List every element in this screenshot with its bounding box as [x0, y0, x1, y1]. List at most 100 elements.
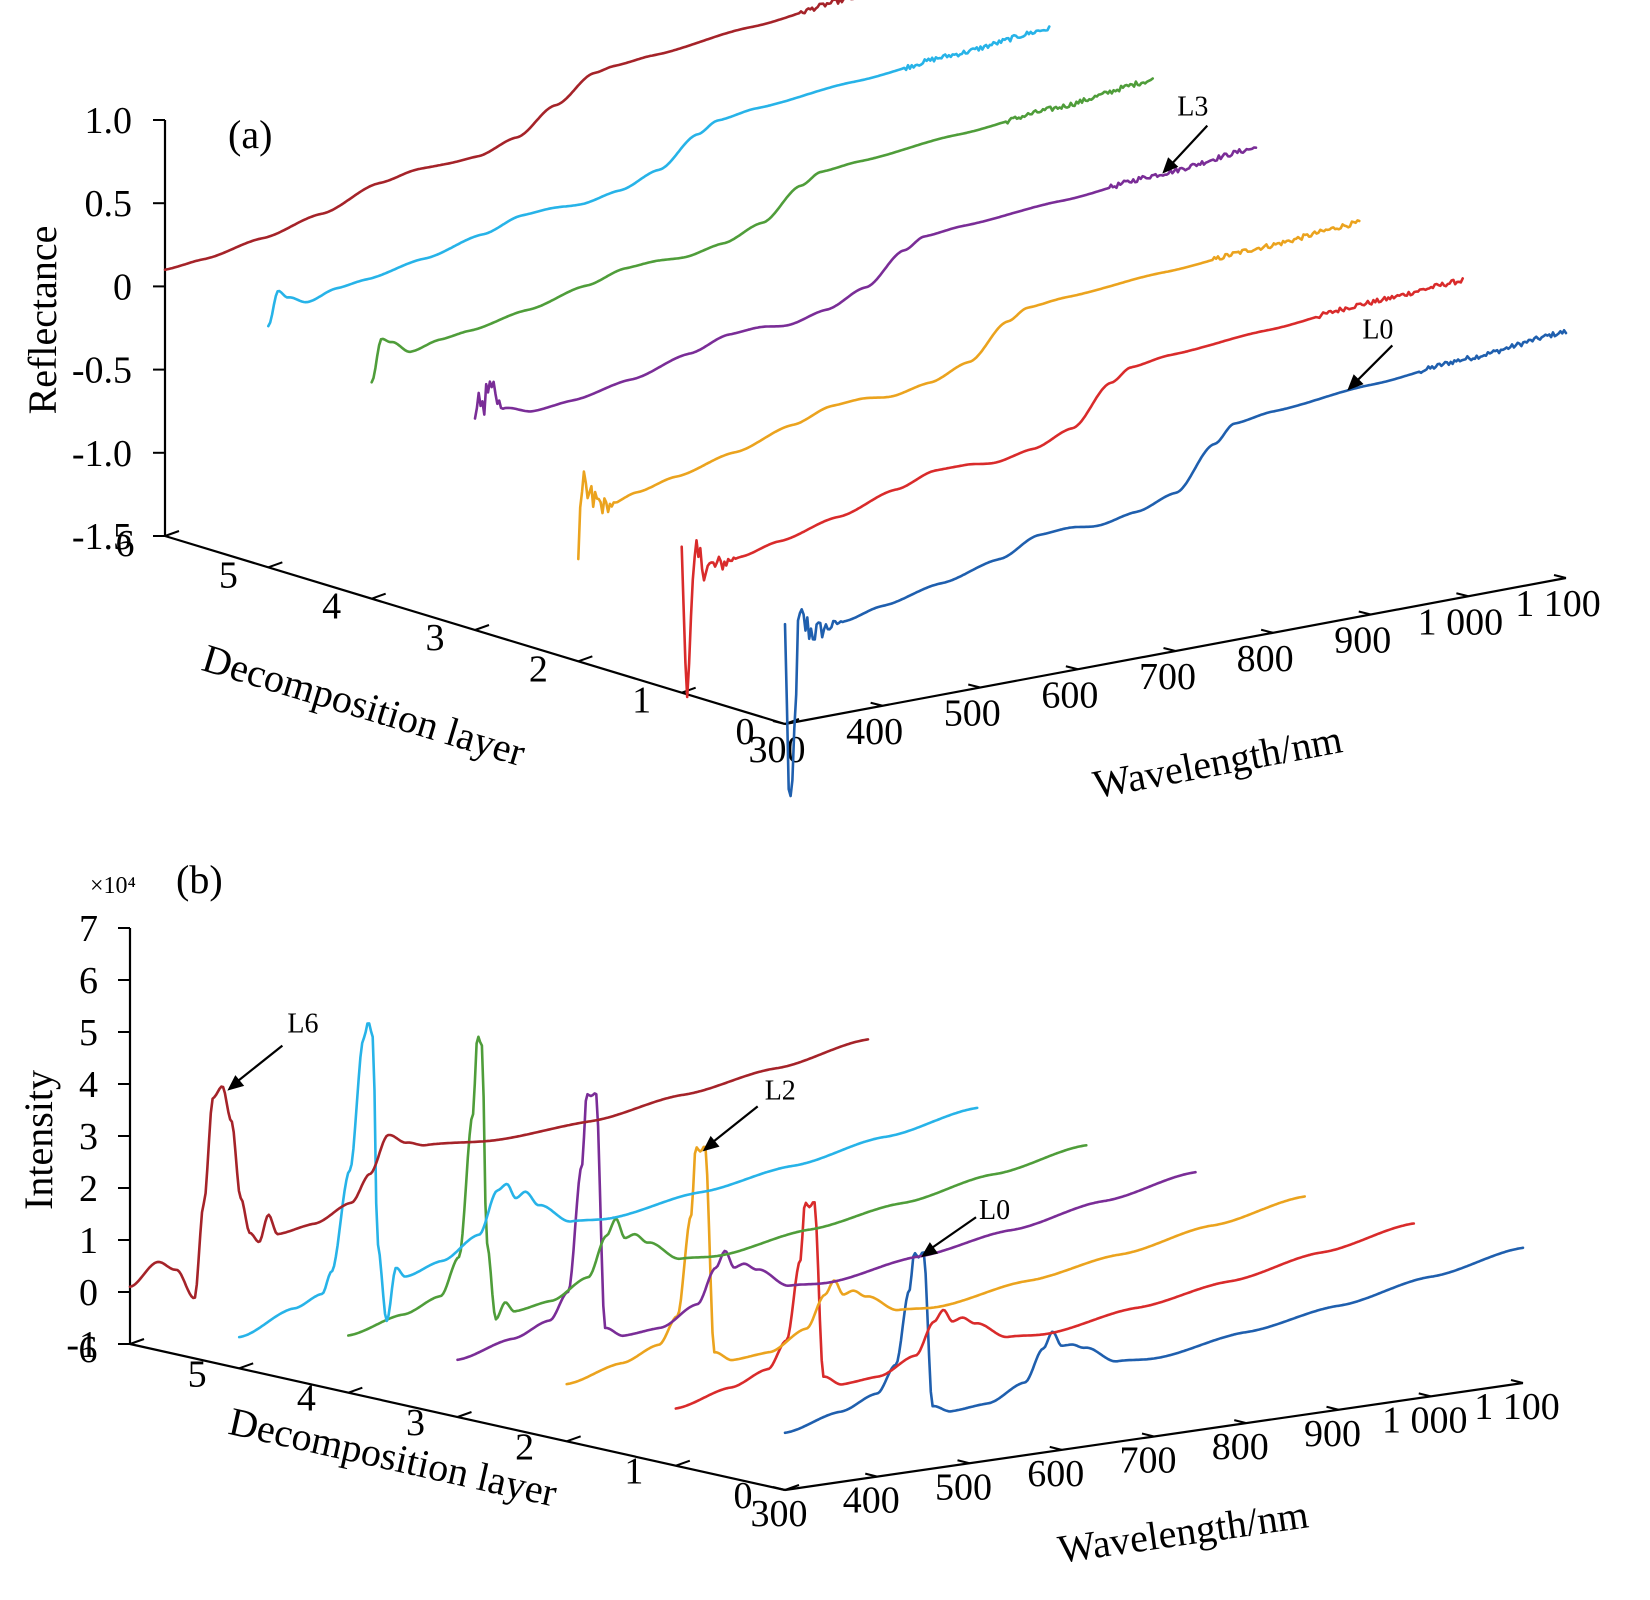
panel-b-label: (b)	[176, 857, 223, 902]
x-tick-mark	[1141, 1432, 1155, 1438]
y-tick-label: 1	[79, 1220, 98, 1262]
x-tick-mark	[1456, 592, 1469, 598]
layer-tick-mark	[129, 1338, 145, 1345]
y-tick-label: 3	[79, 1116, 98, 1158]
panel-b-layer-axis-label: Decomposition layer	[225, 1398, 561, 1515]
annotation-arrowhead	[227, 1075, 245, 1091]
layer-tick-label: 4	[297, 1378, 316, 1420]
x-tick-mark	[772, 720, 786, 725]
series-line-layer-4	[346, 1035, 1088, 1337]
x-tick-mark	[865, 1472, 878, 1478]
layer-tick-mark	[474, 624, 490, 631]
annotation-arrowhead	[1347, 374, 1364, 391]
x-tick-label: 400	[843, 1480, 900, 1522]
annotation-label: L6	[287, 1009, 318, 1040]
y-tick-label: 0.5	[85, 183, 133, 225]
y-tick-label: 2	[79, 1168, 98, 1210]
layer-tick-label: 2	[529, 648, 548, 690]
x-tick-mark	[1049, 1445, 1062, 1451]
panel-b-multiplier: ×10⁴	[90, 873, 136, 899]
panel-b-series	[128, 1022, 1525, 1435]
x-tick-mark	[968, 683, 981, 689]
panel-a-layer-axis-label: Decomposition layer	[197, 635, 530, 775]
y-tick-label: 0	[79, 1272, 98, 1314]
x-tick-mark	[1326, 1405, 1339, 1411]
panel-a-y-axis-label: Reflectance	[20, 226, 65, 415]
layer-tick-mark	[566, 1435, 582, 1443]
x-tick-label: 800	[1237, 638, 1294, 680]
layer-tick-label: 3	[426, 617, 445, 659]
x-tick-label: 700	[1120, 1440, 1177, 1482]
layer-tick-label: 2	[515, 1426, 534, 1468]
x-tick-label: 400	[846, 711, 903, 753]
annotation-arrow	[708, 1105, 759, 1147]
x-tick-mark	[1234, 1419, 1247, 1425]
y-tick-label: 6	[79, 960, 98, 1002]
series-line-layer-1	[680, 277, 1464, 699]
panel-a-x-ticks: 300 400 500 600 700 800 900 1 000 1 100	[749, 574, 1601, 771]
panel-a-layer-ticks: 0 1 2 3 4 5 6	[116, 523, 800, 753]
annotation-label: L2	[765, 1075, 796, 1106]
x-tick-mark	[1358, 610, 1371, 616]
layer-tick-mark	[238, 1362, 254, 1370]
layer-tick-label: 0	[736, 711, 755, 753]
x-tick-label: 1 100	[1515, 583, 1601, 625]
panel-a-annotations: L6L3L0	[1162, 92, 1394, 391]
x-tick-label: 600	[1027, 1453, 1084, 1495]
layer-tick-label: 1	[632, 680, 651, 722]
series-line-layer-6	[128, 1038, 870, 1300]
layer-tick-mark	[577, 655, 593, 663]
x-tick-label: 900	[1334, 620, 1391, 662]
x-tick-label: 1 000	[1382, 1399, 1468, 1441]
annotation-label: L0	[1362, 314, 1393, 345]
series-line-layer-6	[163, 0, 854, 272]
series-line-layer-4	[370, 77, 1154, 384]
y-tick-label: -1.5	[72, 516, 132, 558]
series-line-layer-3	[456, 1092, 1197, 1362]
y-tick-label: 0	[113, 266, 132, 308]
series-line-layer-0	[783, 328, 1568, 798]
annotation-arrow	[926, 1216, 977, 1253]
series-line-layer-3	[473, 146, 1258, 420]
series-line-layer-1	[674, 1201, 1416, 1410]
x-tick-mark	[1163, 647, 1176, 652]
y-tick-label: -1	[66, 1324, 98, 1366]
annotation-arrow	[1167, 124, 1209, 169]
y-tick-label: -1.0	[72, 433, 132, 475]
panel-b-y-axis-label: Intensity	[16, 1070, 61, 1210]
annotation-arrow	[1352, 344, 1394, 386]
layer-tick-label: 5	[188, 1353, 207, 1395]
series-line-layer-2	[576, 219, 1361, 561]
layer-tick-mark	[267, 561, 283, 569]
x-tick-label: 1 000	[1418, 601, 1504, 643]
x-tick-mark	[1065, 665, 1079, 671]
x-tick-mark	[772, 1486, 786, 1491]
layer-tick-label: 5	[219, 554, 238, 596]
x-tick-mark	[957, 1459, 970, 1465]
annotation-arrowhead	[1162, 157, 1179, 174]
annotation-arrowhead	[921, 1242, 939, 1258]
y-tick-label: 1.0	[85, 100, 133, 142]
series-line-layer-5	[266, 25, 1051, 328]
panel-b-layer-ticks: 0 1 2 3 4 5 6	[79, 1329, 800, 1517]
panel-b-annotations: L6 L2 L0	[227, 1009, 1010, 1258]
layer-tick-label: 6	[116, 523, 135, 565]
panel-a-label: (a)	[228, 112, 272, 157]
annotation-arrowhead	[702, 1135, 720, 1152]
layer-tick-mark	[371, 592, 387, 600]
x-tick-label: 300	[751, 1493, 808, 1535]
x-tick-mark	[1510, 1379, 1524, 1384]
layer-tick-label: 4	[322, 586, 341, 628]
panel-a-y-ticks: 1.0 0.5 0 -0.5 -1.0 -1.5	[72, 100, 165, 558]
x-tick-label: 700	[1139, 656, 1196, 698]
layer-tick-mark	[675, 1459, 691, 1467]
series-line-layer-5	[237, 1022, 979, 1339]
series-line-layer-2	[565, 1145, 1306, 1386]
y-tick-label: -0.5	[72, 350, 132, 392]
annotation-arrow	[232, 1044, 284, 1086]
layer-tick-label: 0	[734, 1475, 753, 1517]
panel-a-x-axis-label: Wavelength/nm	[1089, 716, 1345, 807]
panel-a-reflectance-chart: 1.0 0.5 0 -0.5 -1.0 -1.5 300 400 500 600 700 800 90…	[20, 0, 1601, 807]
x-tick-mark	[870, 701, 883, 707]
